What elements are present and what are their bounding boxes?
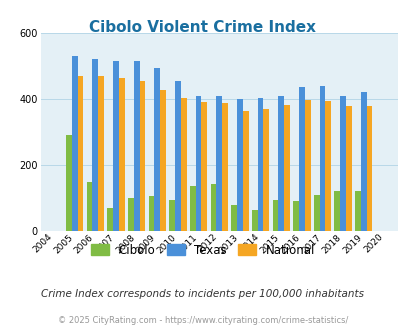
Bar <box>231 205 237 231</box>
Bar <box>319 86 324 231</box>
Bar <box>277 96 284 231</box>
Text: © 2025 CityRating.com - https://www.cityrating.com/crime-statistics/: © 2025 CityRating.com - https://www.city… <box>58 315 347 325</box>
Bar <box>133 61 139 231</box>
Bar <box>119 78 124 231</box>
Bar <box>263 109 269 231</box>
Bar <box>86 182 92 231</box>
Text: Cibolo Violent Crime Index: Cibolo Violent Crime Index <box>89 20 316 35</box>
Bar <box>154 68 160 231</box>
Bar <box>237 99 242 231</box>
Bar <box>210 184 216 231</box>
Bar <box>66 135 72 231</box>
Bar <box>195 96 201 231</box>
Bar <box>180 98 186 231</box>
Bar <box>72 56 77 231</box>
Bar <box>313 195 319 231</box>
Bar <box>339 96 345 231</box>
Bar <box>169 200 175 231</box>
Bar <box>148 196 154 231</box>
Bar <box>190 186 195 231</box>
Bar <box>113 61 119 231</box>
Bar <box>366 106 371 231</box>
Bar <box>360 92 366 231</box>
Bar <box>222 103 227 231</box>
Bar <box>257 98 263 231</box>
Bar <box>77 76 83 231</box>
Bar <box>298 87 304 231</box>
Bar <box>107 208 113 231</box>
Bar <box>284 105 289 231</box>
Bar <box>139 81 145 231</box>
Bar <box>272 200 277 231</box>
Bar <box>128 198 133 231</box>
Bar <box>175 81 180 231</box>
Bar <box>251 210 257 231</box>
Bar <box>242 111 248 231</box>
Bar <box>92 59 98 231</box>
Bar <box>334 191 339 231</box>
Bar <box>345 106 351 231</box>
Bar <box>216 96 222 231</box>
Bar <box>201 102 207 231</box>
Text: Crime Index corresponds to incidents per 100,000 inhabitants: Crime Index corresponds to incidents per… <box>41 289 364 299</box>
Legend: Cibolo, Texas, National: Cibolo, Texas, National <box>86 239 319 261</box>
Bar <box>292 201 298 231</box>
Bar <box>324 101 330 231</box>
Bar <box>304 100 310 231</box>
Bar <box>160 90 166 231</box>
Bar <box>98 76 104 231</box>
Bar <box>354 191 360 231</box>
